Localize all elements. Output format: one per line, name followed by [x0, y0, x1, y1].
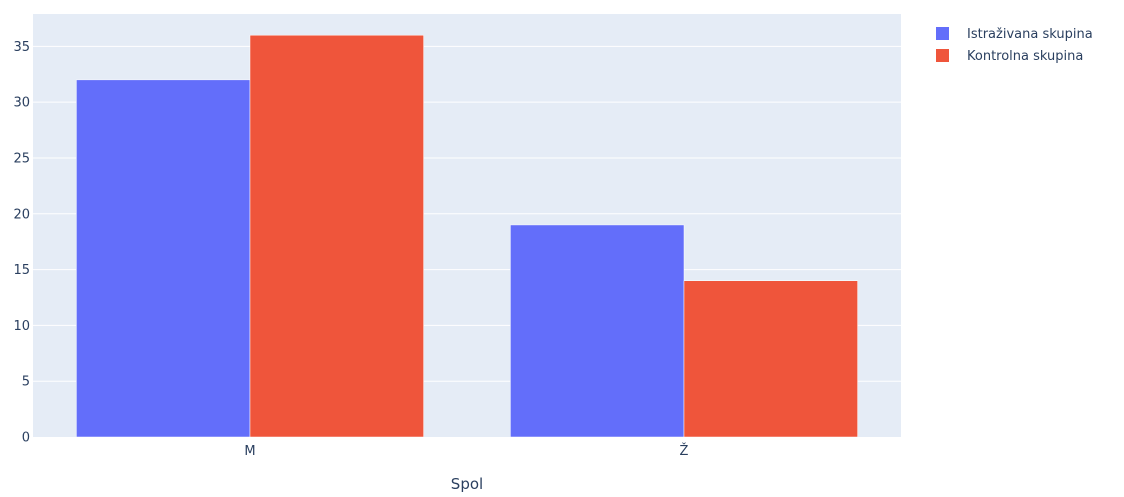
legend-item[interactable]: Kontrolna skupina — [936, 49, 1083, 64]
x-axis-title: Spol — [451, 475, 483, 493]
y-tick-label: 5 — [22, 375, 30, 390]
x-tick-label: Ž — [680, 443, 689, 459]
y-tick-label: 30 — [13, 96, 30, 111]
y-tick-label: 0 — [22, 431, 30, 446]
legend: Istraživana skupina Kontrolna skupina — [936, 27, 1093, 64]
bars — [76, 34, 858, 438]
bar[interactable] — [683, 280, 858, 438]
legend-label: Istraživana skupina — [967, 27, 1093, 42]
bar[interactable] — [510, 224, 685, 438]
y-tick-label: 20 — [13, 207, 30, 222]
x-tick-label: M — [244, 444, 255, 459]
legend-swatch — [936, 49, 949, 62]
legend-item[interactable]: Istraživana skupina — [936, 27, 1093, 42]
y-axis-ticks: 0 5 10 15 20 25 30 35 — [13, 40, 30, 446]
legend-swatch — [936, 27, 949, 40]
y-tick-label: 10 — [13, 319, 30, 334]
bar[interactable] — [249, 34, 424, 438]
y-tick-label: 15 — [13, 263, 30, 278]
y-tick-label: 25 — [13, 151, 30, 166]
legend-label: Kontrolna skupina — [967, 49, 1083, 64]
bar[interactable] — [76, 79, 251, 438]
y-tick-label: 35 — [13, 40, 30, 55]
